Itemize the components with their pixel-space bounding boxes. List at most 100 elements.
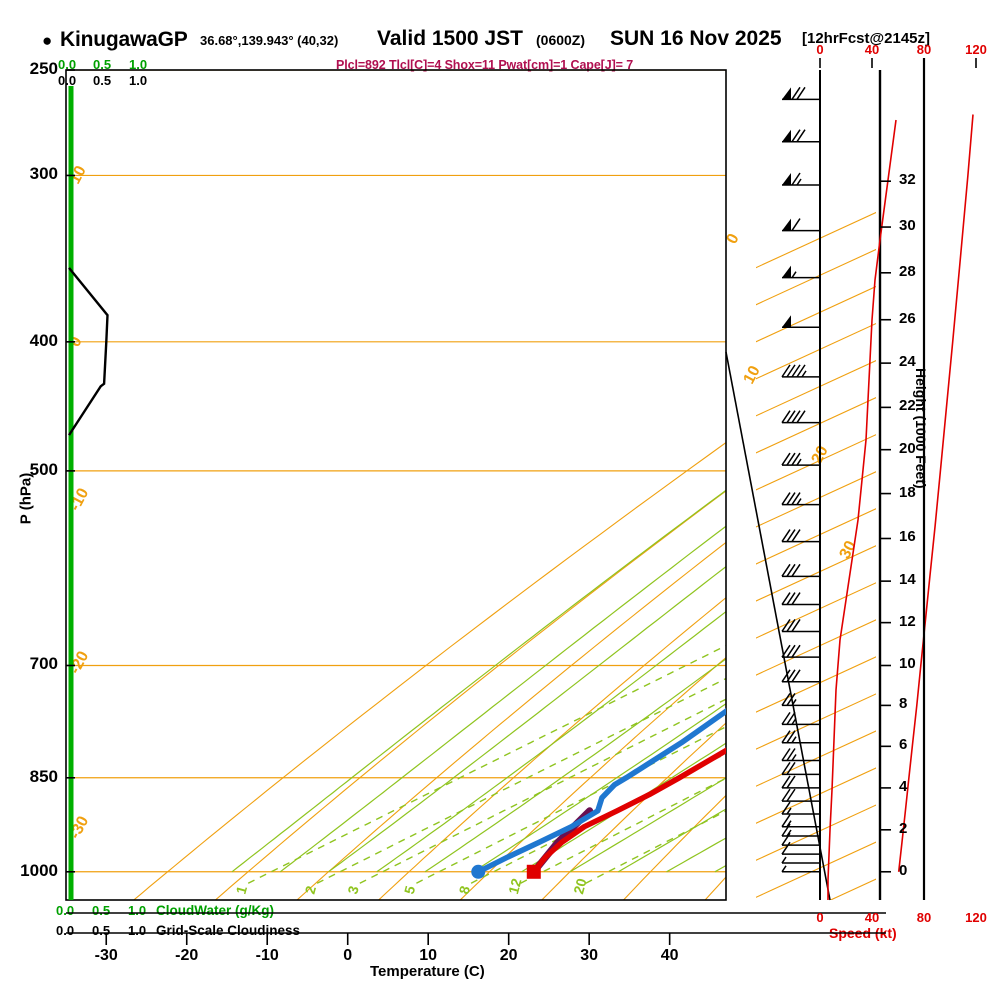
wind-barb [782, 172, 820, 186]
pressure-tick-300: 300 [29, 164, 58, 184]
wind-barb [781, 364, 820, 378]
station-bullet-icon: ● [42, 31, 53, 50]
wind-barb [781, 865, 820, 873]
temperature-tick-40: 40 [660, 947, 679, 964]
temperature-trace [531, 747, 726, 875]
plot-frame [65, 69, 727, 901]
plot-frame-diagonal [725, 351, 831, 901]
axis-ticks [66, 58, 977, 945]
speed-tick-bottom-40: 40 [864, 910, 880, 925]
cloudiness-bottom-tick-2: 1.0 [128, 923, 147, 938]
wind-barb [781, 775, 820, 789]
surface-dewpoint [471, 864, 486, 879]
wind-barb [781, 841, 820, 855]
height-profile-panel [827, 70, 974, 900]
cloudiness-top-tick-0: 0.0 [58, 73, 77, 88]
height-tick-30: 30 [899, 217, 916, 235]
sounding-parameters: Plcl=892 Tlcl[C]=4 Shox=11 Pwat[cm]=1 Ca… [336, 58, 634, 72]
valid-time: Valid 1500 JST [377, 27, 523, 50]
speed-tick-top-0: 0 [816, 42, 824, 57]
grid-lines [66, 70, 876, 900]
svg-text:12: 12 [505, 876, 525, 895]
wind-barb [781, 814, 820, 828]
speed-tick-bottom-120: 120 [965, 910, 987, 925]
height-tick-24: 24 [899, 353, 916, 371]
height-tick-0: 0 [899, 861, 908, 879]
cloudwater-bottom-tick-2: 1.0 [128, 903, 147, 918]
svg-text:1: 1 [233, 884, 251, 896]
surface-temperature [526, 864, 541, 879]
height-tick-12: 12 [899, 612, 916, 630]
station-coordinates: 36.68°,139.943° (40,32) [200, 33, 339, 48]
wind-barb [782, 86, 820, 101]
height-tick-18: 18 [899, 483, 916, 501]
wind-barb-column [781, 70, 821, 900]
forecast-tag: [12hrFcst@2145z] [802, 30, 931, 47]
height-tick-4: 4 [899, 777, 908, 795]
wind-barb [782, 315, 820, 328]
wind-barb [781, 410, 820, 424]
pressure-tick-400: 400 [29, 330, 58, 350]
svg-text:30: 30 [837, 538, 860, 562]
svg-text:5: 5 [401, 884, 419, 896]
wind-barb [781, 692, 820, 707]
sounding-traces [471, 707, 726, 879]
temperature-tick--10: -10 [255, 947, 279, 964]
pressure-tick-700: 700 [29, 654, 58, 674]
wind-barb [781, 529, 820, 543]
cloudwater-top-tick-1: 0.5 [93, 57, 112, 72]
wind-barb [781, 788, 820, 802]
wind-barb [781, 832, 820, 846]
height-tick-10: 10 [899, 655, 916, 673]
wind-barb [781, 669, 820, 683]
cloudwater-top-tick-2: 1.0 [129, 57, 148, 72]
height-curve [897, 114, 974, 872]
wind-barb [781, 563, 820, 578]
wind-barb [782, 218, 820, 232]
wind-barb [781, 619, 820, 633]
cloudiness-axis-label: Grid-Scale Cloudiness [156, 923, 301, 938]
svg-text:8: 8 [456, 884, 474, 896]
pressure-tick-250: 250 [29, 59, 58, 78]
wind-barb [781, 761, 820, 776]
temperature-tick--20: -20 [175, 947, 199, 964]
svg-text:20: 20 [570, 876, 590, 895]
height-tick-20: 20 [899, 439, 916, 457]
station-name: KinugawaGP [60, 28, 188, 51]
wind-speed-curve [827, 119, 897, 900]
height-tick-28: 28 [899, 262, 916, 280]
speed-tick-top-80: 80 [916, 42, 932, 57]
wind-barb [781, 711, 820, 726]
cloudwater-bottom-tick-1: 0.5 [92, 903, 111, 918]
height-tick-16: 16 [899, 528, 916, 546]
height-tick-32: 32 [899, 171, 916, 189]
svg-text:2: 2 [302, 884, 320, 896]
temperature-tick-20: 20 [499, 947, 518, 964]
moist-adiabats [231, 489, 726, 873]
cloudwater-bottom-tick-0: 0.0 [56, 903, 75, 918]
height-tick-8: 8 [899, 695, 908, 713]
valid-time-utc: (0600Z) [536, 32, 586, 48]
cloudwater-axis-label: CloudWater (g/Kg) [156, 903, 274, 918]
cloudiness-top-tick-2: 1.0 [129, 73, 148, 88]
cloudiness-bottom-tick-0: 0.0 [56, 923, 75, 938]
wind-barb [781, 730, 820, 744]
wind-barb [781, 592, 820, 606]
height-tick-22: 22 [899, 397, 916, 415]
temperature-tick--30: -30 [94, 947, 118, 964]
temperature-axis-label: Temperature (C) [370, 963, 485, 980]
temperature-tick-0: 0 [343, 947, 353, 964]
wind-barb [781, 801, 820, 815]
temperature-tick-30: 30 [580, 947, 599, 964]
valid-date: SUN 16 Nov 2025 [610, 27, 782, 50]
height-tick-26: 26 [899, 309, 916, 327]
dewpoint-trace [475, 707, 726, 875]
cloudiness-profile [67, 267, 109, 436]
wind-barb [781, 644, 820, 658]
pressure-tick-1000: 1000 [20, 860, 58, 880]
cloud-profiles [67, 86, 109, 900]
wind-barb [782, 265, 820, 279]
